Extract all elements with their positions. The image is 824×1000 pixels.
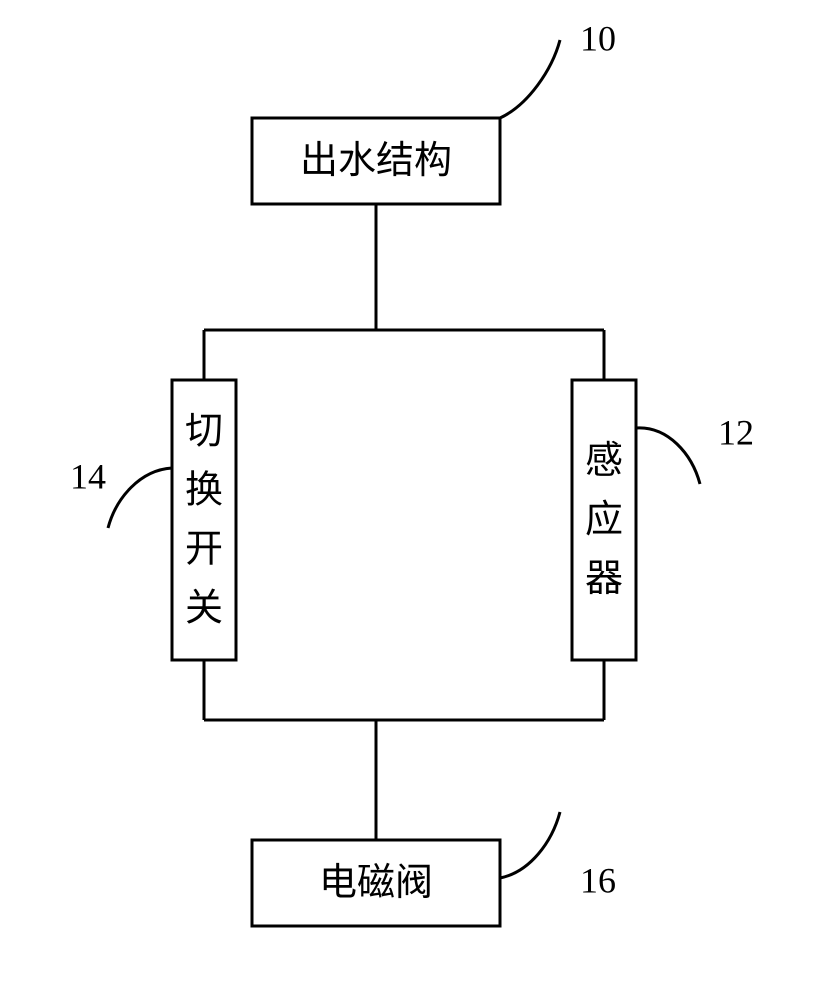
ref-14: 14 — [70, 456, 106, 496]
lead-14 — [108, 468, 172, 528]
node-right-label-g: 感应器 — [585, 440, 623, 600]
svg-text:关: 关 — [185, 587, 223, 629]
svg-text:切: 切 — [185, 411, 223, 453]
ref-16: 16 — [580, 860, 616, 900]
lead-12 — [636, 428, 700, 484]
svg-text:感: 感 — [585, 440, 623, 482]
svg-text:换: 换 — [185, 470, 223, 512]
svg-text:器: 器 — [585, 558, 623, 600]
svg-text:开: 开 — [185, 528, 223, 570]
node-bottom-label: 电磁阀 — [319, 862, 433, 904]
lead-10 — [500, 40, 560, 118]
svg-text:应: 应 — [585, 499, 623, 541]
lead-16 — [500, 812, 560, 878]
node-left-label-g: 切换开关 — [185, 411, 223, 630]
ref-10: 10 — [580, 18, 616, 58]
node-top-label: 出水结构 — [300, 140, 452, 182]
ref-12: 12 — [718, 412, 754, 452]
